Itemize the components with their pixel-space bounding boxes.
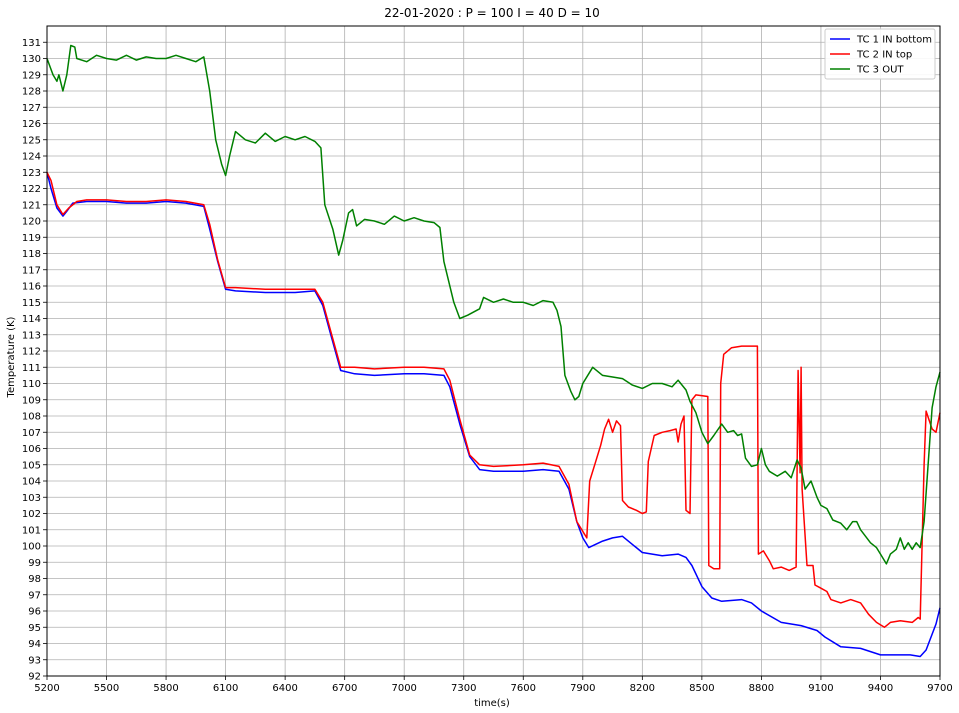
y-tick-label: 101 (22, 525, 41, 536)
y-tick-label: 106 (22, 444, 41, 455)
y-tick-label: 98 (28, 574, 41, 585)
legend: TC 1 IN bottom TC 2 IN top TC 3 OUT (824, 28, 936, 80)
x-tick-label: 7900 (570, 683, 595, 694)
series-line-tc-1-in-bottom (46, 172, 941, 658)
y-tick-label: 104 (22, 477, 41, 488)
chart-title: 22-01-2020 : P = 100 I = 40 D = 10 (384, 6, 600, 20)
y-tick-label: 115 (22, 298, 41, 309)
legend-label-tc-2-in-top: TC 2 IN top (856, 50, 912, 61)
y-tick-label: 126 (22, 119, 41, 130)
x-tick-label: 8500 (689, 683, 714, 694)
x-axis-label: time(s) (474, 698, 510, 709)
x-tick-label: 5200 (34, 683, 59, 694)
y-tick-label: 120 (22, 217, 41, 228)
y-tick-label: 116 (22, 282, 41, 293)
y-tick-label: 121 (22, 200, 41, 211)
y-tick-label: 108 (22, 412, 41, 423)
y-tick-label: 127 (22, 103, 41, 114)
legend-label-tc-3-out: TC 3 OUT (856, 65, 904, 76)
y-tick-label: 105 (22, 460, 41, 471)
y-tick-label: 92 (28, 672, 41, 683)
y-tick-label: 118 (22, 249, 41, 260)
x-tick-label: 5800 (153, 683, 178, 694)
legend-label-tc-1-in-bottom: TC 1 IN bottom (856, 35, 932, 46)
x-tick-label: 9400 (868, 683, 893, 694)
y-axis: 92 93 94 95 96 97 98 99 100 101 102 103 104 105 106 107… (22, 38, 47, 683)
y-tick-label: 99 (28, 558, 41, 569)
y-axis-label: Temperature (K) (6, 316, 17, 398)
y-tick-label: 95 (28, 623, 41, 634)
y-tick-label: 110 (22, 379, 41, 390)
x-tick-label: 6400 (272, 683, 297, 694)
y-tick-label: 131 (22, 38, 41, 49)
series-line-tc-2-in-top (46, 171, 941, 629)
y-tick-label: 102 (22, 509, 41, 520)
y-tick-label: 122 (22, 184, 41, 195)
y-tick-label: 113 (22, 330, 41, 341)
y-tick-label: 124 (22, 152, 41, 163)
x-axis: 5200 5500 5800 6100 6400 6700 7000 7300 7600 7900… (34, 676, 953, 694)
y-tick-label: 109 (22, 395, 41, 406)
y-tick-label: 114 (22, 314, 41, 325)
y-tick-label: 111 (22, 363, 41, 374)
y-tick-label: 123 (22, 168, 41, 179)
x-tick-label: 6100 (213, 683, 238, 694)
x-tick-label: 8200 (630, 683, 655, 694)
y-tick-label: 117 (22, 265, 41, 276)
series-layer (46, 44, 941, 658)
y-tick-label: 100 (22, 542, 41, 553)
grid-lines (46, 26, 941, 677)
x-tick-label: 6700 (332, 683, 357, 694)
x-tick-label: 9700 (927, 683, 952, 694)
y-tick-label: 97 (28, 590, 41, 601)
y-tick-label: 119 (22, 233, 41, 244)
x-tick-label: 8800 (749, 683, 774, 694)
y-tick-label: 93 (28, 655, 41, 666)
y-tick-label: 94 (28, 639, 41, 650)
y-tick-label: 125 (22, 135, 41, 146)
y-tick-label: 129 (22, 70, 41, 81)
x-tick-label: 7600 (511, 683, 536, 694)
y-tick-label: 103 (22, 493, 41, 504)
x-tick-label: 5500 (94, 683, 119, 694)
legend-box (824, 28, 936, 80)
series-line-tc-3-out (46, 44, 941, 565)
x-tick-label: 9100 (808, 683, 833, 694)
y-tick-label: 128 (22, 87, 41, 98)
y-tick-label: 130 (22, 54, 41, 65)
x-tick-label: 7000 (391, 683, 416, 694)
x-tick-label: 7300 (451, 683, 476, 694)
y-tick-label: 107 (22, 428, 41, 439)
y-tick-label: 96 (28, 607, 41, 618)
y-tick-label: 112 (22, 347, 41, 358)
